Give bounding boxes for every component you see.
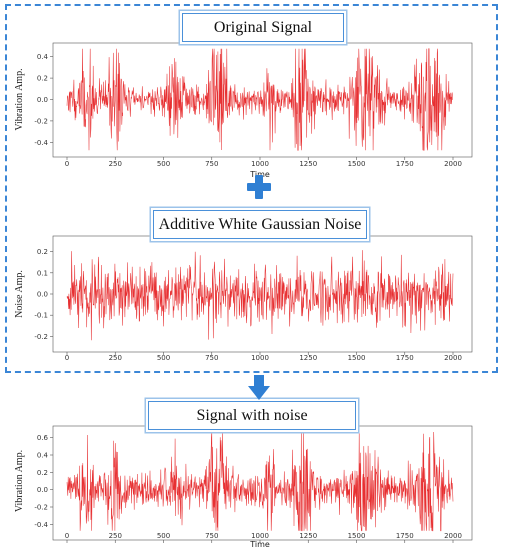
y-tick-label: 0.2	[37, 248, 48, 256]
x-tick-label: 500	[157, 160, 170, 168]
noise-addition-frame	[5, 4, 498, 373]
x-tick-label: 2000	[444, 532, 462, 540]
signal-trace	[66, 48, 454, 151]
y-tick-label: 0.0	[37, 291, 48, 299]
y-tick-label: 0.0	[37, 96, 48, 104]
x-tick-label: 1750	[396, 532, 414, 540]
y-axis-label: Vibration Amp.	[14, 68, 25, 130]
noise-title: Additive White Gaussian Noise	[153, 210, 367, 239]
x-tick-label: 1000	[251, 160, 269, 168]
x-tick-label: 1250	[299, 160, 317, 168]
x-tick-label: 1500	[348, 160, 366, 168]
x-tick-label: 2000	[444, 160, 462, 168]
x-tick-label: 1500	[348, 354, 366, 362]
y-tick-label: -0.2	[34, 333, 48, 341]
y-tick-label: 0.1	[37, 269, 48, 277]
y-tick-label: -0.1	[34, 312, 48, 320]
x-tick-label: 1250	[299, 354, 317, 362]
x-tick-label: 750	[205, 532, 218, 540]
y-tick-label: 0.2	[37, 469, 48, 477]
plot-panel-2: 0 250 500 750 1000 1250 1500 1750 2000 -0.4 -0.2 0.…	[14, 425, 473, 549]
y-tick-label: 0.6	[37, 434, 49, 442]
y-tick-label: 0.0	[37, 486, 48, 494]
x-tick-label: 1000	[251, 532, 269, 540]
x-tick-label: 500	[157, 354, 170, 362]
y-axis-label: Vibration Amp.	[14, 450, 25, 512]
x-tick-label: 250	[109, 532, 122, 540]
x-axis-label: Time	[249, 540, 270, 549]
y-tick-label: 0.2	[37, 75, 48, 83]
x-tick-label: 1250	[299, 532, 317, 540]
original-signal-title: Original Signal	[182, 13, 344, 42]
signal-trace	[66, 431, 454, 532]
x-axis-label: Time	[249, 170, 270, 179]
y-tick-label: 0.4	[37, 53, 49, 61]
plot-panel-0: 0 250 500 750 1000 1250 1500 1750 2000 -0.4 -0.2 0.…	[14, 42, 473, 179]
y-tick-label: 0.4	[37, 452, 49, 460]
x-tick-label: 0	[65, 532, 69, 540]
plot-frame	[52, 42, 473, 158]
x-tick-label: 1000	[251, 354, 269, 362]
arrow-down-icon	[248, 375, 270, 400]
y-tick-label: -0.2	[34, 504, 48, 512]
x-tick-label: 500	[157, 532, 170, 540]
y-tick-label: -0.4	[34, 521, 48, 529]
x-tick-label: 750	[205, 160, 218, 168]
plot-panel-1: 0 250 500 750 1000 1250 1500 1750 2000 -0.2 -0.1 0.…	[14, 235, 473, 362]
x-tick-label: 250	[109, 354, 122, 362]
x-tick-label: 0	[65, 160, 69, 168]
x-tick-label: 2000	[444, 354, 462, 362]
y-tick-label: -0.2	[34, 117, 48, 125]
x-tick-label: 750	[205, 354, 218, 362]
x-tick-label: 0	[65, 354, 69, 362]
x-tick-label: 1750	[396, 354, 414, 362]
y-tick-label: -0.4	[34, 139, 48, 147]
x-tick-label: 250	[109, 160, 122, 168]
noisy-signal-title: Signal with noise	[148, 401, 356, 430]
signal-trace	[66, 250, 454, 341]
x-tick-label: 1750	[396, 160, 414, 168]
plus-icon	[247, 175, 271, 199]
y-axis-label: Noise Amp.	[14, 270, 25, 318]
x-tick-label: 1500	[348, 532, 366, 540]
